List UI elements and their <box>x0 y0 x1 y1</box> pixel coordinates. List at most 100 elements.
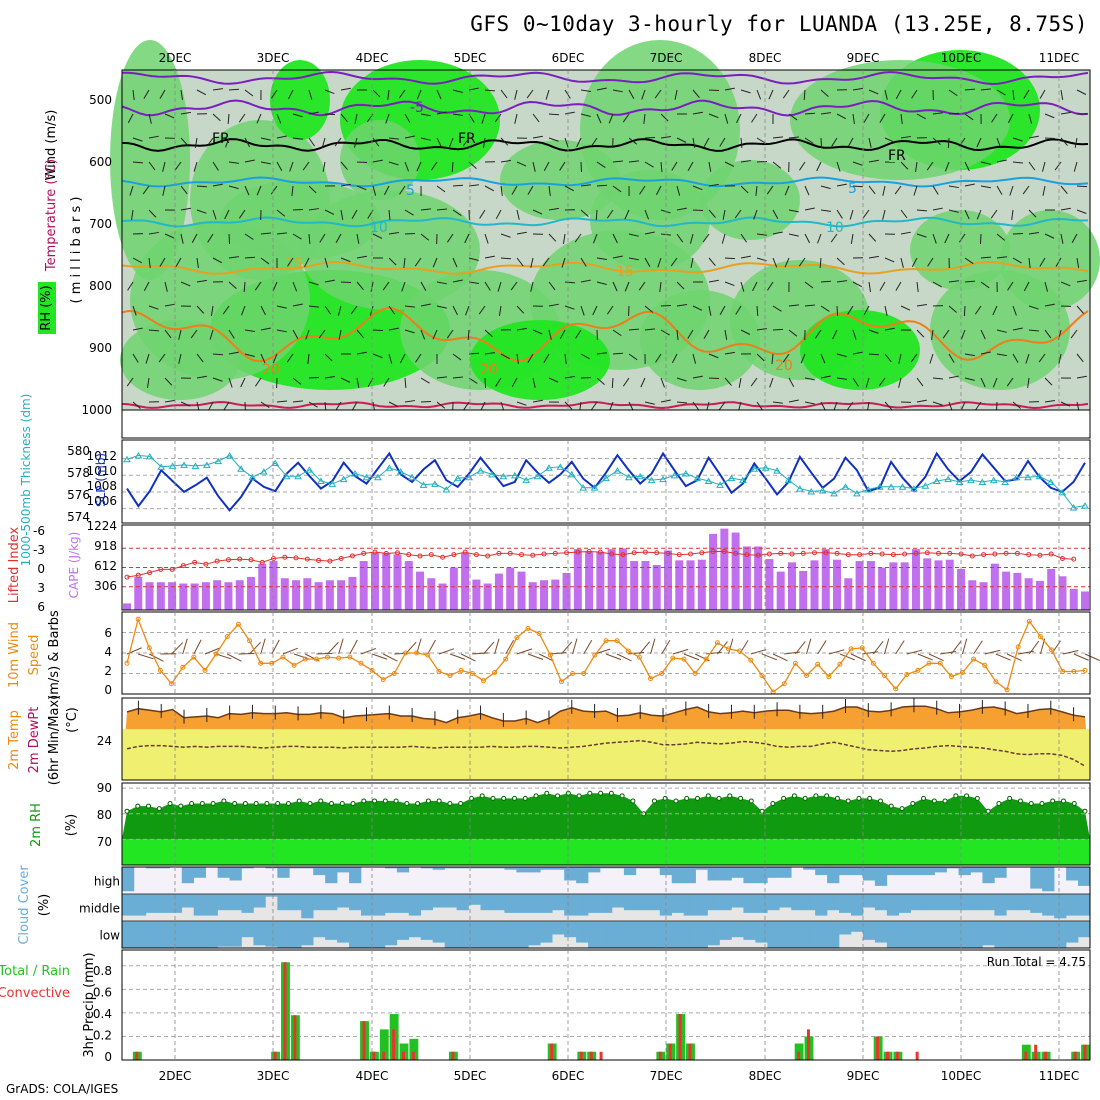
wind-barb <box>532 113 540 123</box>
thickness-point <box>921 482 930 489</box>
wind-speed-point <box>402 650 408 656</box>
wind-barb <box>766 185 774 195</box>
rh2m-point <box>1071 801 1077 806</box>
cloud-bar-high <box>337 867 350 873</box>
cloud-bar-middle <box>910 894 923 911</box>
wind-barb <box>606 305 614 315</box>
wind-barb <box>580 279 591 283</box>
li-tick: 6 <box>37 600 45 614</box>
wind-barb <box>740 160 751 163</box>
li-point <box>688 551 694 557</box>
wind-barb <box>1060 233 1064 244</box>
wind-barb <box>164 399 175 403</box>
wind-barb <box>287 257 294 267</box>
thickness-point <box>898 483 907 490</box>
date-label-bottom: 2DEC <box>159 1069 192 1083</box>
cloud-bar-low <box>301 921 314 946</box>
wind-barb <box>836 305 839 317</box>
wind-speed-point <box>959 669 965 675</box>
wind-barb <box>164 113 175 119</box>
wind-barb <box>996 159 1007 163</box>
cloud-bar-low <box>384 921 398 946</box>
wind-barb <box>1012 161 1023 164</box>
cloud-bar-low <box>468 921 481 948</box>
wind-barb <box>452 209 462 216</box>
cloud-bar-middle <box>456 894 469 911</box>
wind-barb-10m <box>717 641 728 655</box>
rh2m-point <box>232 801 238 806</box>
thickness-point <box>1024 473 1032 481</box>
cloud-bar-middle <box>611 894 625 908</box>
wind-barb <box>654 89 662 99</box>
rh2m-point <box>824 793 830 799</box>
rh2m-point <box>146 803 152 809</box>
wind-barb <box>548 329 552 340</box>
wind-barb <box>383 377 390 387</box>
temp2m-line <box>126 705 1086 724</box>
rh2m-point <box>382 798 388 804</box>
cloud-bar-high <box>898 867 912 876</box>
wind-barb <box>334 137 342 147</box>
wind-barb <box>174 161 182 171</box>
cape-bar <box>201 582 210 610</box>
wind-barb <box>180 137 189 146</box>
wind-barb-10m <box>794 641 806 655</box>
cloud-bar-middle <box>970 894 983 911</box>
wind-speed-point <box>681 656 687 662</box>
wind-barb <box>191 233 198 244</box>
cape-bar <box>235 580 244 610</box>
wind-barb <box>595 209 598 221</box>
wind-speed-point <box>191 654 197 660</box>
rh2m-point <box>533 793 539 799</box>
li-point <box>135 572 141 578</box>
cloud-bar-middle <box>779 894 792 908</box>
wind-barb <box>964 161 970 172</box>
li-point <box>789 551 795 557</box>
thickness-point <box>590 484 599 491</box>
wind-barb <box>804 377 815 381</box>
precip-conv-bar <box>589 1051 593 1060</box>
cloud-level-label: low <box>100 929 121 943</box>
wind-barb <box>820 375 831 379</box>
li-tick: -6 <box>33 524 45 538</box>
wind-barb-10m <box>305 653 320 662</box>
cape-bar <box>123 603 131 610</box>
thickness-point <box>875 483 884 490</box>
wind-barb <box>196 89 207 96</box>
li-line <box>126 550 1074 578</box>
cape-bar <box>168 582 177 610</box>
wind-speed-point <box>414 650 420 656</box>
wind-barb-10m <box>505 639 515 655</box>
wind-barb <box>548 113 560 116</box>
wind-barb <box>624 209 630 220</box>
cloud-bar-low <box>922 921 935 948</box>
wind-barb <box>180 89 183 100</box>
wind-barb-10m <box>371 653 388 660</box>
rh-blob <box>1000 210 1100 310</box>
wind-barb <box>852 281 863 288</box>
cape-bar <box>923 558 932 610</box>
cloud-bar-middle <box>145 894 159 913</box>
wind-barb <box>900 231 911 235</box>
profile-ytick: 600 <box>89 155 112 169</box>
isotherm-freezing <box>121 138 1089 152</box>
wind-barb <box>660 329 670 336</box>
wind-speed-point <box>937 660 943 666</box>
rh2m-point <box>759 808 765 814</box>
wind-barb <box>291 185 294 196</box>
wind-barb <box>769 377 774 388</box>
cloud-bar-middle <box>898 894 912 913</box>
wind-barb <box>292 233 302 240</box>
wind-speed-point <box>893 686 899 692</box>
wind-barb-10m <box>928 653 944 662</box>
cloud-bar-middle <box>384 894 398 913</box>
precip-tick: 0.8 <box>93 964 112 978</box>
contour-label: -5 <box>410 100 424 116</box>
cloud-bar-low <box>1030 921 1043 948</box>
wind-barb <box>324 89 335 95</box>
rh2m-point <box>501 795 507 801</box>
wind-barb <box>356 233 360 244</box>
precip-conv-bar <box>1073 1051 1077 1060</box>
cape-bar <box>630 561 639 610</box>
wind-barb <box>980 256 992 259</box>
